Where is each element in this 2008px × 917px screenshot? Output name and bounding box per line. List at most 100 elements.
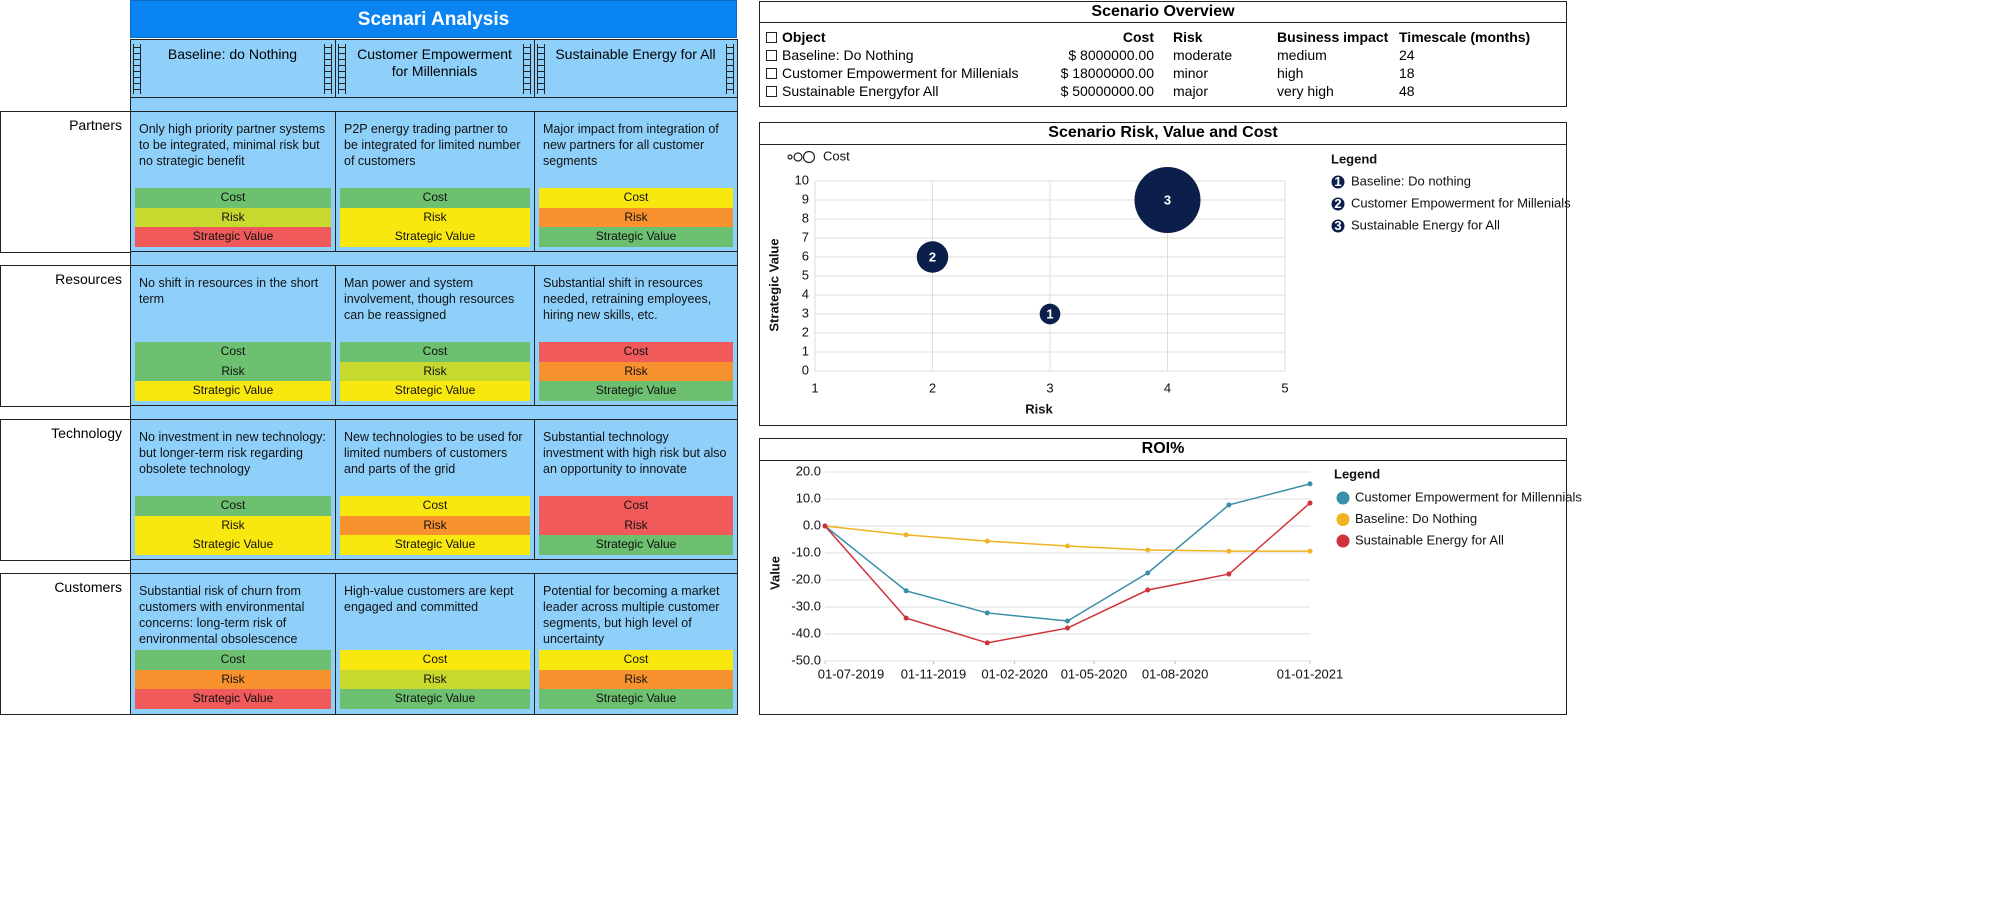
cell-text: Only high priority partner systems to be… — [139, 122, 326, 168]
y-tick-label: -30.0 — [791, 598, 821, 613]
panel-title: ROI% — [759, 438, 1567, 461]
x-tick-label: 01-02-2020 — [981, 666, 1048, 681]
size-legend-icon — [802, 150, 816, 164]
row-label: Partners — [69, 117, 122, 133]
legend-title: Legend — [1331, 151, 1377, 166]
row-label: Resources — [55, 271, 122, 287]
rating: Cost — [135, 650, 331, 670]
x-tick-label: 4 — [1164, 380, 1171, 395]
size-legend-icon — [787, 154, 793, 160]
point — [1065, 543, 1070, 549]
table-cell: major — [1173, 83, 1209, 99]
table-cell: Baseline: Do Nothing — [782, 47, 914, 63]
table-cell: 48 — [1399, 83, 1415, 99]
y-tick-label: 6 — [802, 248, 809, 263]
row-label: Customers — [54, 579, 122, 595]
legend-number: 1 — [1334, 174, 1341, 189]
y-tick-label: 9 — [802, 191, 809, 206]
cell-text: Man power and system involvement, though… — [344, 276, 515, 322]
table-cell: $ 18000000.00 — [1060, 65, 1154, 81]
y-axis-title: Value — [767, 556, 782, 590]
handle — [324, 44, 332, 94]
point — [1065, 625, 1070, 631]
legend-marker — [1336, 534, 1350, 548]
panel-title: Scenario Overview — [759, 1, 1567, 23]
cell-text: New technologies to be used for limited … — [344, 430, 523, 476]
y-tick-label: 4 — [802, 286, 809, 301]
rating: Strategic Value — [135, 689, 331, 709]
checkbox — [766, 50, 777, 61]
rating: Risk — [135, 669, 331, 689]
rating: Risk — [539, 207, 733, 227]
point — [1226, 548, 1232, 554]
legend-label: Sustainable Energy for All — [1355, 532, 1504, 547]
rating: Risk — [539, 669, 733, 689]
rating: Risk — [539, 515, 733, 535]
y-tick-label: 0.0 — [803, 517, 821, 532]
row-label-box — [0, 419, 131, 561]
rating: Cost — [340, 342, 530, 362]
legend-number: 3 — [1334, 218, 1341, 233]
y-tick-label: 10.0 — [796, 490, 821, 505]
point — [1307, 548, 1313, 554]
legend-marker — [1331, 197, 1345, 211]
row-label-box — [0, 265, 131, 407]
table-cell: medium — [1277, 47, 1327, 63]
table-cell: high — [1277, 65, 1304, 81]
y-axis-title: Strategic Value — [766, 238, 781, 331]
legend-marker — [1336, 513, 1350, 526]
table-cell: Timescale (months) — [1399, 29, 1531, 45]
table-cell: Business impact — [1277, 29, 1389, 45]
row-label-box — [0, 573, 131, 715]
rating: Strategic Value — [340, 381, 530, 401]
point — [1065, 618, 1070, 624]
checkbox — [766, 68, 777, 79]
rating: Risk — [135, 207, 331, 227]
point — [1145, 547, 1151, 553]
table-cell: 24 — [1399, 47, 1415, 63]
table-cell: Customer Empowerment for Millenials — [782, 65, 1019, 81]
rating: Risk — [135, 515, 331, 535]
x-tick-label: 2 — [929, 380, 936, 395]
rating: Cost — [539, 342, 733, 362]
table-cell: $ 8000000.00 — [1068, 47, 1154, 63]
legend-label: Baseline: Do nothing — [1351, 173, 1471, 188]
rating: Cost — [539, 650, 733, 670]
size-legend-icon — [793, 152, 803, 162]
legend-number: 2 — [1334, 196, 1341, 211]
point — [984, 538, 990, 544]
panel-title: Scenario Risk, Value and Cost — [759, 122, 1567, 145]
panel — [759, 1, 1567, 107]
bubble — [916, 241, 949, 273]
rating: Strategic Value — [539, 227, 733, 247]
legend-label: Sustainable Energy for All — [1351, 217, 1500, 232]
table-cell: Sustainable Energyfor All — [782, 83, 939, 99]
rating: Risk — [340, 515, 530, 535]
panel — [759, 438, 1567, 715]
checkbox — [766, 32, 777, 43]
bubble — [1039, 303, 1061, 325]
legend-marker — [1331, 219, 1345, 233]
rating: Strategic Value — [135, 535, 331, 555]
table-cell: minor — [1173, 65, 1209, 81]
y-tick-label: 8 — [802, 210, 809, 225]
point — [984, 610, 990, 616]
cell-text: Major impact from integration of new par… — [543, 122, 719, 168]
cell-text: Substantial shift in resources needed, r… — [543, 276, 712, 322]
handle — [537, 44, 545, 94]
x-tick-label: 01-01-2021 — [1277, 666, 1344, 681]
rating: Cost — [135, 188, 331, 208]
legend-label: Customer Empowerment for Millenials — [1351, 195, 1571, 210]
rating: Strategic Value — [340, 535, 530, 555]
legend-marker — [1331, 175, 1345, 189]
y-tick-label: -10.0 — [791, 544, 821, 559]
point — [903, 532, 909, 538]
size-legend-label: Cost — [823, 148, 850, 163]
y-tick-label: 5 — [802, 267, 809, 282]
table-cell: moderate — [1173, 47, 1233, 63]
point — [984, 640, 990, 646]
rating: Cost — [539, 188, 733, 208]
column-title: Sustainable Energy for All — [555, 46, 716, 62]
